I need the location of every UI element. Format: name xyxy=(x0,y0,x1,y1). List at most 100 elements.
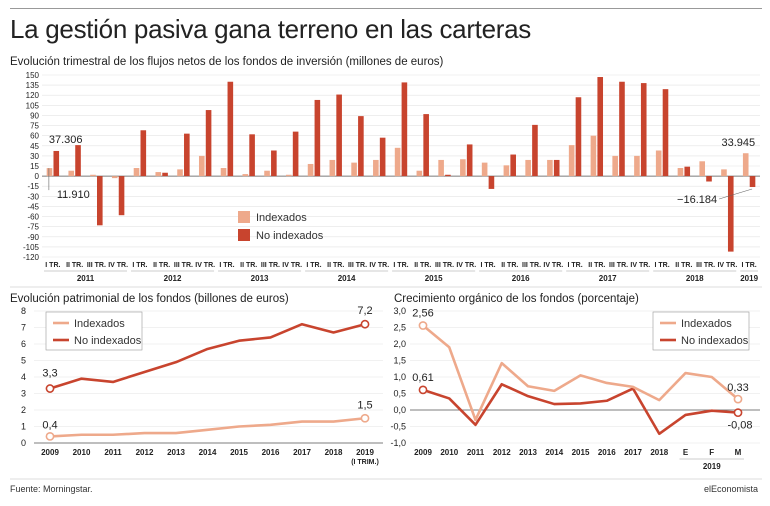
y-tick-label: 8 xyxy=(21,306,26,316)
quarter-label: I TR. xyxy=(132,262,147,269)
endpoint-marker xyxy=(360,319,370,329)
bar-no-indexados xyxy=(619,81,625,177)
bar-annotation: 37.306 xyxy=(49,134,83,146)
bar-chart-title: Evolución trimestral de los flujos netos… xyxy=(10,56,444,68)
quarter-label: I TR. xyxy=(480,262,495,269)
x-tick-label: 2009 xyxy=(414,448,432,457)
y-tick-label: 75 xyxy=(30,122,39,131)
y-tick-label: -0,5 xyxy=(390,422,406,432)
x-tick-label: 2012 xyxy=(493,448,511,457)
x-tick-label: 2014 xyxy=(545,448,563,457)
year-label: 2018 xyxy=(686,274,704,283)
quarter-label: II TR. xyxy=(66,262,83,269)
quarter-label: IV TR. xyxy=(717,262,737,269)
y-tick-label: -75 xyxy=(27,223,39,232)
bar-indexados xyxy=(416,170,423,177)
year-label: 2012 xyxy=(164,274,182,283)
bar-indexados xyxy=(155,172,162,177)
bar-no-indexados xyxy=(510,154,516,177)
year-label: 2014 xyxy=(338,274,356,283)
x-tick-label: 2017 xyxy=(293,448,311,457)
bar-indexados xyxy=(177,169,183,177)
bar-annotation: −16.184 xyxy=(677,194,717,206)
y-tick-label: 120 xyxy=(26,91,40,100)
y-tick-label: -120 xyxy=(23,253,40,262)
bar-indexados xyxy=(634,155,640,177)
quarter-label: I TR. xyxy=(742,262,757,269)
legend-label: Indexados xyxy=(74,318,125,330)
bar-indexados xyxy=(220,168,227,177)
y-tick-label: -15 xyxy=(27,182,39,191)
quarter-label: I TR. xyxy=(45,262,60,269)
y-tick-label: 150 xyxy=(26,71,40,80)
legend-swatch-indexados xyxy=(238,211,250,223)
bar-no-indexados xyxy=(336,94,342,177)
x-tick-label: 2017 xyxy=(624,448,642,457)
patrimonio-chart-title: Evolución patrimonial de los fondos (bil… xyxy=(10,293,289,305)
x-tick-label: M xyxy=(735,448,742,457)
legend-label: No indexados xyxy=(74,335,142,347)
legend-box xyxy=(45,311,143,351)
bar-no-indexados xyxy=(640,83,647,177)
bar-indexados xyxy=(503,165,510,177)
bar-indexados xyxy=(351,162,357,177)
bar-no-indexados xyxy=(727,176,734,252)
quarter-label: III TR. xyxy=(522,262,541,269)
y-tick-label: 0 xyxy=(35,172,40,181)
bar-indexados xyxy=(612,155,618,177)
year-label: 2013 xyxy=(251,274,269,283)
year-label: 2016 xyxy=(512,274,530,283)
x-tick-label: 2012 xyxy=(136,448,154,457)
bar-no-indexados xyxy=(662,89,669,177)
y-tick-label: 90 xyxy=(30,111,39,120)
y-tick-label: 30 xyxy=(30,152,39,161)
bar-no-indexados xyxy=(749,176,756,188)
quarter-label: I TR. xyxy=(393,262,408,269)
quarter-label: IV TR. xyxy=(630,262,650,269)
series-indexados xyxy=(422,324,739,422)
bar-no-indexados xyxy=(118,176,125,216)
y-tick-label: 4 xyxy=(21,372,26,382)
x-sublabel: (I TRIM.) xyxy=(351,459,379,466)
bar-indexados xyxy=(655,150,662,177)
bar-no-indexados xyxy=(205,110,212,177)
bar-no-indexados xyxy=(466,144,473,177)
legend-label: No indexados xyxy=(681,335,749,347)
x-tick-label: 2010 xyxy=(440,448,458,457)
bar-no-indexados xyxy=(445,174,451,177)
endpoint-marker xyxy=(45,431,55,441)
y-tick-label: 3 xyxy=(21,389,26,399)
bar-indexados xyxy=(525,159,531,177)
quarter-label: IV TR. xyxy=(108,262,128,269)
line-annotation: 2,56 xyxy=(412,308,433,320)
bar-no-indexados xyxy=(488,176,495,189)
bar-no-indexados xyxy=(401,82,408,177)
quarter-label: II TR. xyxy=(153,262,170,269)
year-label: 2019 xyxy=(740,274,758,283)
endpoint-marker xyxy=(733,408,743,418)
bar-indexados xyxy=(568,145,575,177)
x-tick-label: 2011 xyxy=(104,448,122,457)
bar-no-indexados xyxy=(292,131,299,177)
y-tick-label: 2 xyxy=(21,405,26,415)
bar-indexados xyxy=(133,168,140,177)
year-label: 2019 xyxy=(703,462,721,471)
y-tick-label: 5 xyxy=(21,356,26,366)
bar-annotation: 11.910 xyxy=(57,189,90,201)
quarter-label: III TR. xyxy=(174,262,193,269)
y-tick-label: 105 xyxy=(26,101,40,110)
quarter-label: IV TR. xyxy=(543,262,563,269)
bar-indexados xyxy=(242,174,249,177)
x-tick-label: 2018 xyxy=(650,448,668,457)
quarter-label: II TR. xyxy=(240,262,257,269)
quarter-label: III TR. xyxy=(261,262,280,269)
bar-indexados xyxy=(460,159,466,177)
top-rule xyxy=(10,8,762,9)
bar-no-indexados xyxy=(684,166,691,177)
legend-label: No indexados xyxy=(256,230,324,242)
y-tick-label: 3,0 xyxy=(393,306,406,316)
x-tick-label: 2013 xyxy=(519,448,537,457)
bar-indexados xyxy=(264,170,270,177)
bar-indexados xyxy=(742,153,749,177)
line-annotation: 3,3 xyxy=(42,368,57,380)
